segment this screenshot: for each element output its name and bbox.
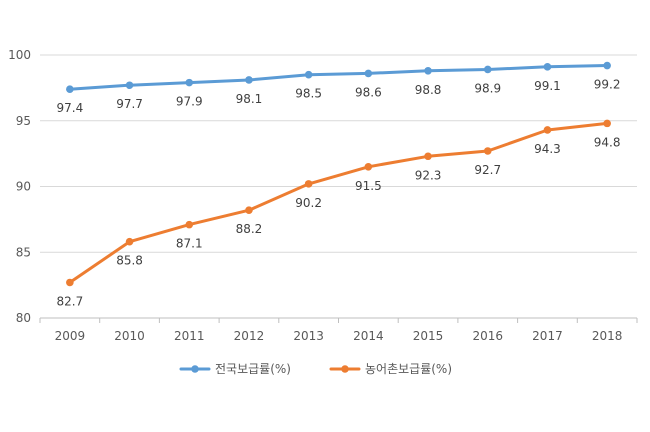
data-point xyxy=(125,237,134,246)
x-tick-label: 2016 xyxy=(472,329,503,343)
data-point xyxy=(483,65,492,74)
data-point xyxy=(424,66,432,75)
data-label: 91.5 xyxy=(355,179,382,193)
data-label: 98.6 xyxy=(355,85,382,99)
x-axis: 2009 2010 2011 2012 2013 2014 2015 2016 2017 2018 xyxy=(39,317,638,343)
data-label: 97.7 xyxy=(116,97,143,111)
data-label: 87.1 xyxy=(176,237,203,251)
legend-label: 농어촌보급률(%) xyxy=(365,362,452,376)
data-point xyxy=(483,147,492,155)
y-tick-label: 100 xyxy=(8,48,31,62)
series-line-1 xyxy=(68,64,609,91)
legend-swatch-marker xyxy=(341,365,349,373)
y-tick-label: 85 xyxy=(16,245,31,259)
data-label: 94.3 xyxy=(534,142,561,156)
y-tick-label: 95 xyxy=(16,114,31,128)
data-label: 94.8 xyxy=(594,135,621,149)
x-tick-label: 2012 xyxy=(234,329,265,343)
data-point xyxy=(543,126,552,134)
series-line-2 xyxy=(68,121,609,284)
gridlines xyxy=(40,54,637,319)
data-label: 99.2 xyxy=(594,78,621,92)
data-label: 98.8 xyxy=(415,83,442,97)
series-layer: 97.4 97.7 97.9 98.1 98.5 98.6 98.8 98.9 99.1 99.2… xyxy=(56,61,621,308)
data-label: 92.3 xyxy=(415,168,442,182)
data-point xyxy=(364,162,373,171)
data-label: 97.9 xyxy=(176,95,203,109)
data-point xyxy=(304,180,313,188)
data-point xyxy=(185,220,194,229)
x-tick-label: 2015 xyxy=(413,329,444,343)
legend: 전국보급률(%) 농어촌보급률(%) xyxy=(179,362,452,376)
data-point xyxy=(185,78,194,87)
x-tick-label: 2011 xyxy=(174,329,205,343)
y-tick-label: 90 xyxy=(16,180,31,194)
data-label: 98.5 xyxy=(295,87,322,101)
data-label: 92.7 xyxy=(474,163,501,177)
data-point xyxy=(424,152,432,161)
data-label: 88.2 xyxy=(236,222,263,236)
x-tick-label: 2014 xyxy=(353,329,384,343)
data-point xyxy=(66,278,74,287)
data-label: 98.9 xyxy=(474,81,501,95)
data-point xyxy=(304,70,313,79)
y-axis: 80 85 90 95 100 xyxy=(8,48,31,325)
x-tick-label: 2018 xyxy=(592,329,623,343)
x-tick-label: 2013 xyxy=(293,329,324,343)
data-point xyxy=(364,69,373,78)
data-point xyxy=(66,85,74,93)
legend-swatch-marker xyxy=(191,365,199,373)
y-tick-label: 80 xyxy=(16,311,31,325)
data-point xyxy=(603,61,611,70)
data-label: 98.1 xyxy=(236,92,263,106)
data-point xyxy=(245,76,253,84)
data-point xyxy=(245,206,253,214)
x-tick-label: 2010 xyxy=(114,329,145,343)
data-label: 99.1 xyxy=(534,79,561,93)
data-point xyxy=(125,81,134,90)
data-label: 90.2 xyxy=(295,196,322,210)
legend-label: 전국보급률(%) xyxy=(215,362,291,376)
data-point xyxy=(543,63,552,71)
data-label: 82.7 xyxy=(56,294,83,308)
x-tick-label: 2017 xyxy=(532,329,563,343)
data-point xyxy=(603,119,611,128)
data-label: 85.8 xyxy=(116,254,143,268)
x-tick-label: 2009 xyxy=(55,329,86,343)
data-label: 97.4 xyxy=(56,101,83,115)
